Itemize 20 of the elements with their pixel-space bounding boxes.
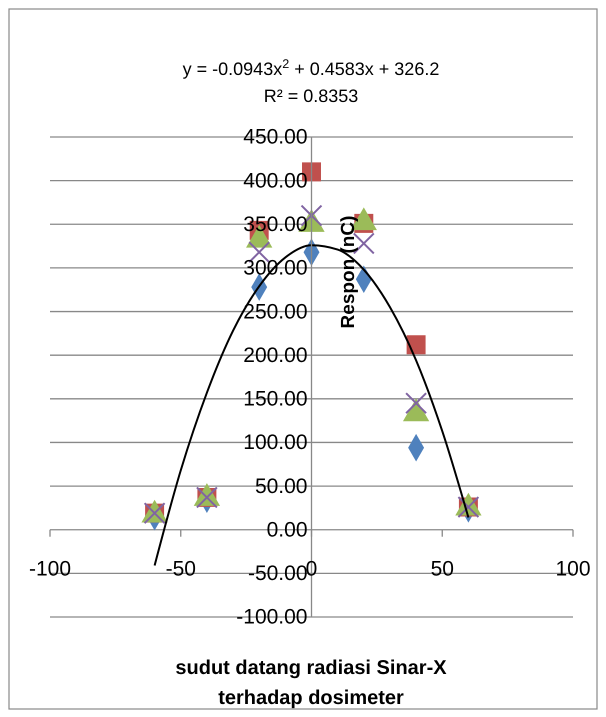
y-tick-label: 250.00 <box>243 300 308 324</box>
text: R² = 0.8353 <box>264 86 358 106</box>
x-tick-label: 0 <box>306 558 318 581</box>
y-tick-label: -100.00 <box>236 606 308 629</box>
x-tick-label: 50 <box>430 558 454 581</box>
point <box>406 335 426 354</box>
y-tick-label: 400.00 <box>243 169 308 192</box>
x-tick-label: -50 <box>166 558 196 581</box>
y-tick-label: 0.00 <box>266 518 308 542</box>
y-tick-label: 100.00 <box>243 431 308 454</box>
y-tick-label: 150.00 <box>243 388 308 411</box>
x-axis-title: sudut datang radiasi Sinar-X terhadap dosimeter <box>175 657 448 709</box>
y-tick-label: 450.00 <box>243 126 308 149</box>
y-axis-title: Respon (nC) <box>338 216 359 328</box>
x-tick-label: 100 <box>555 558 591 581</box>
y-tick-label: 50.00 <box>254 474 308 498</box>
x-tick-label: -100 <box>28 558 72 581</box>
y-tick-label: 200.00 <box>243 344 308 367</box>
text: y = -0.0943x$^{2}$ + 0.4583x + 326.2 <box>182 57 440 79</box>
y-tick-label: -50.00 <box>248 562 308 586</box>
